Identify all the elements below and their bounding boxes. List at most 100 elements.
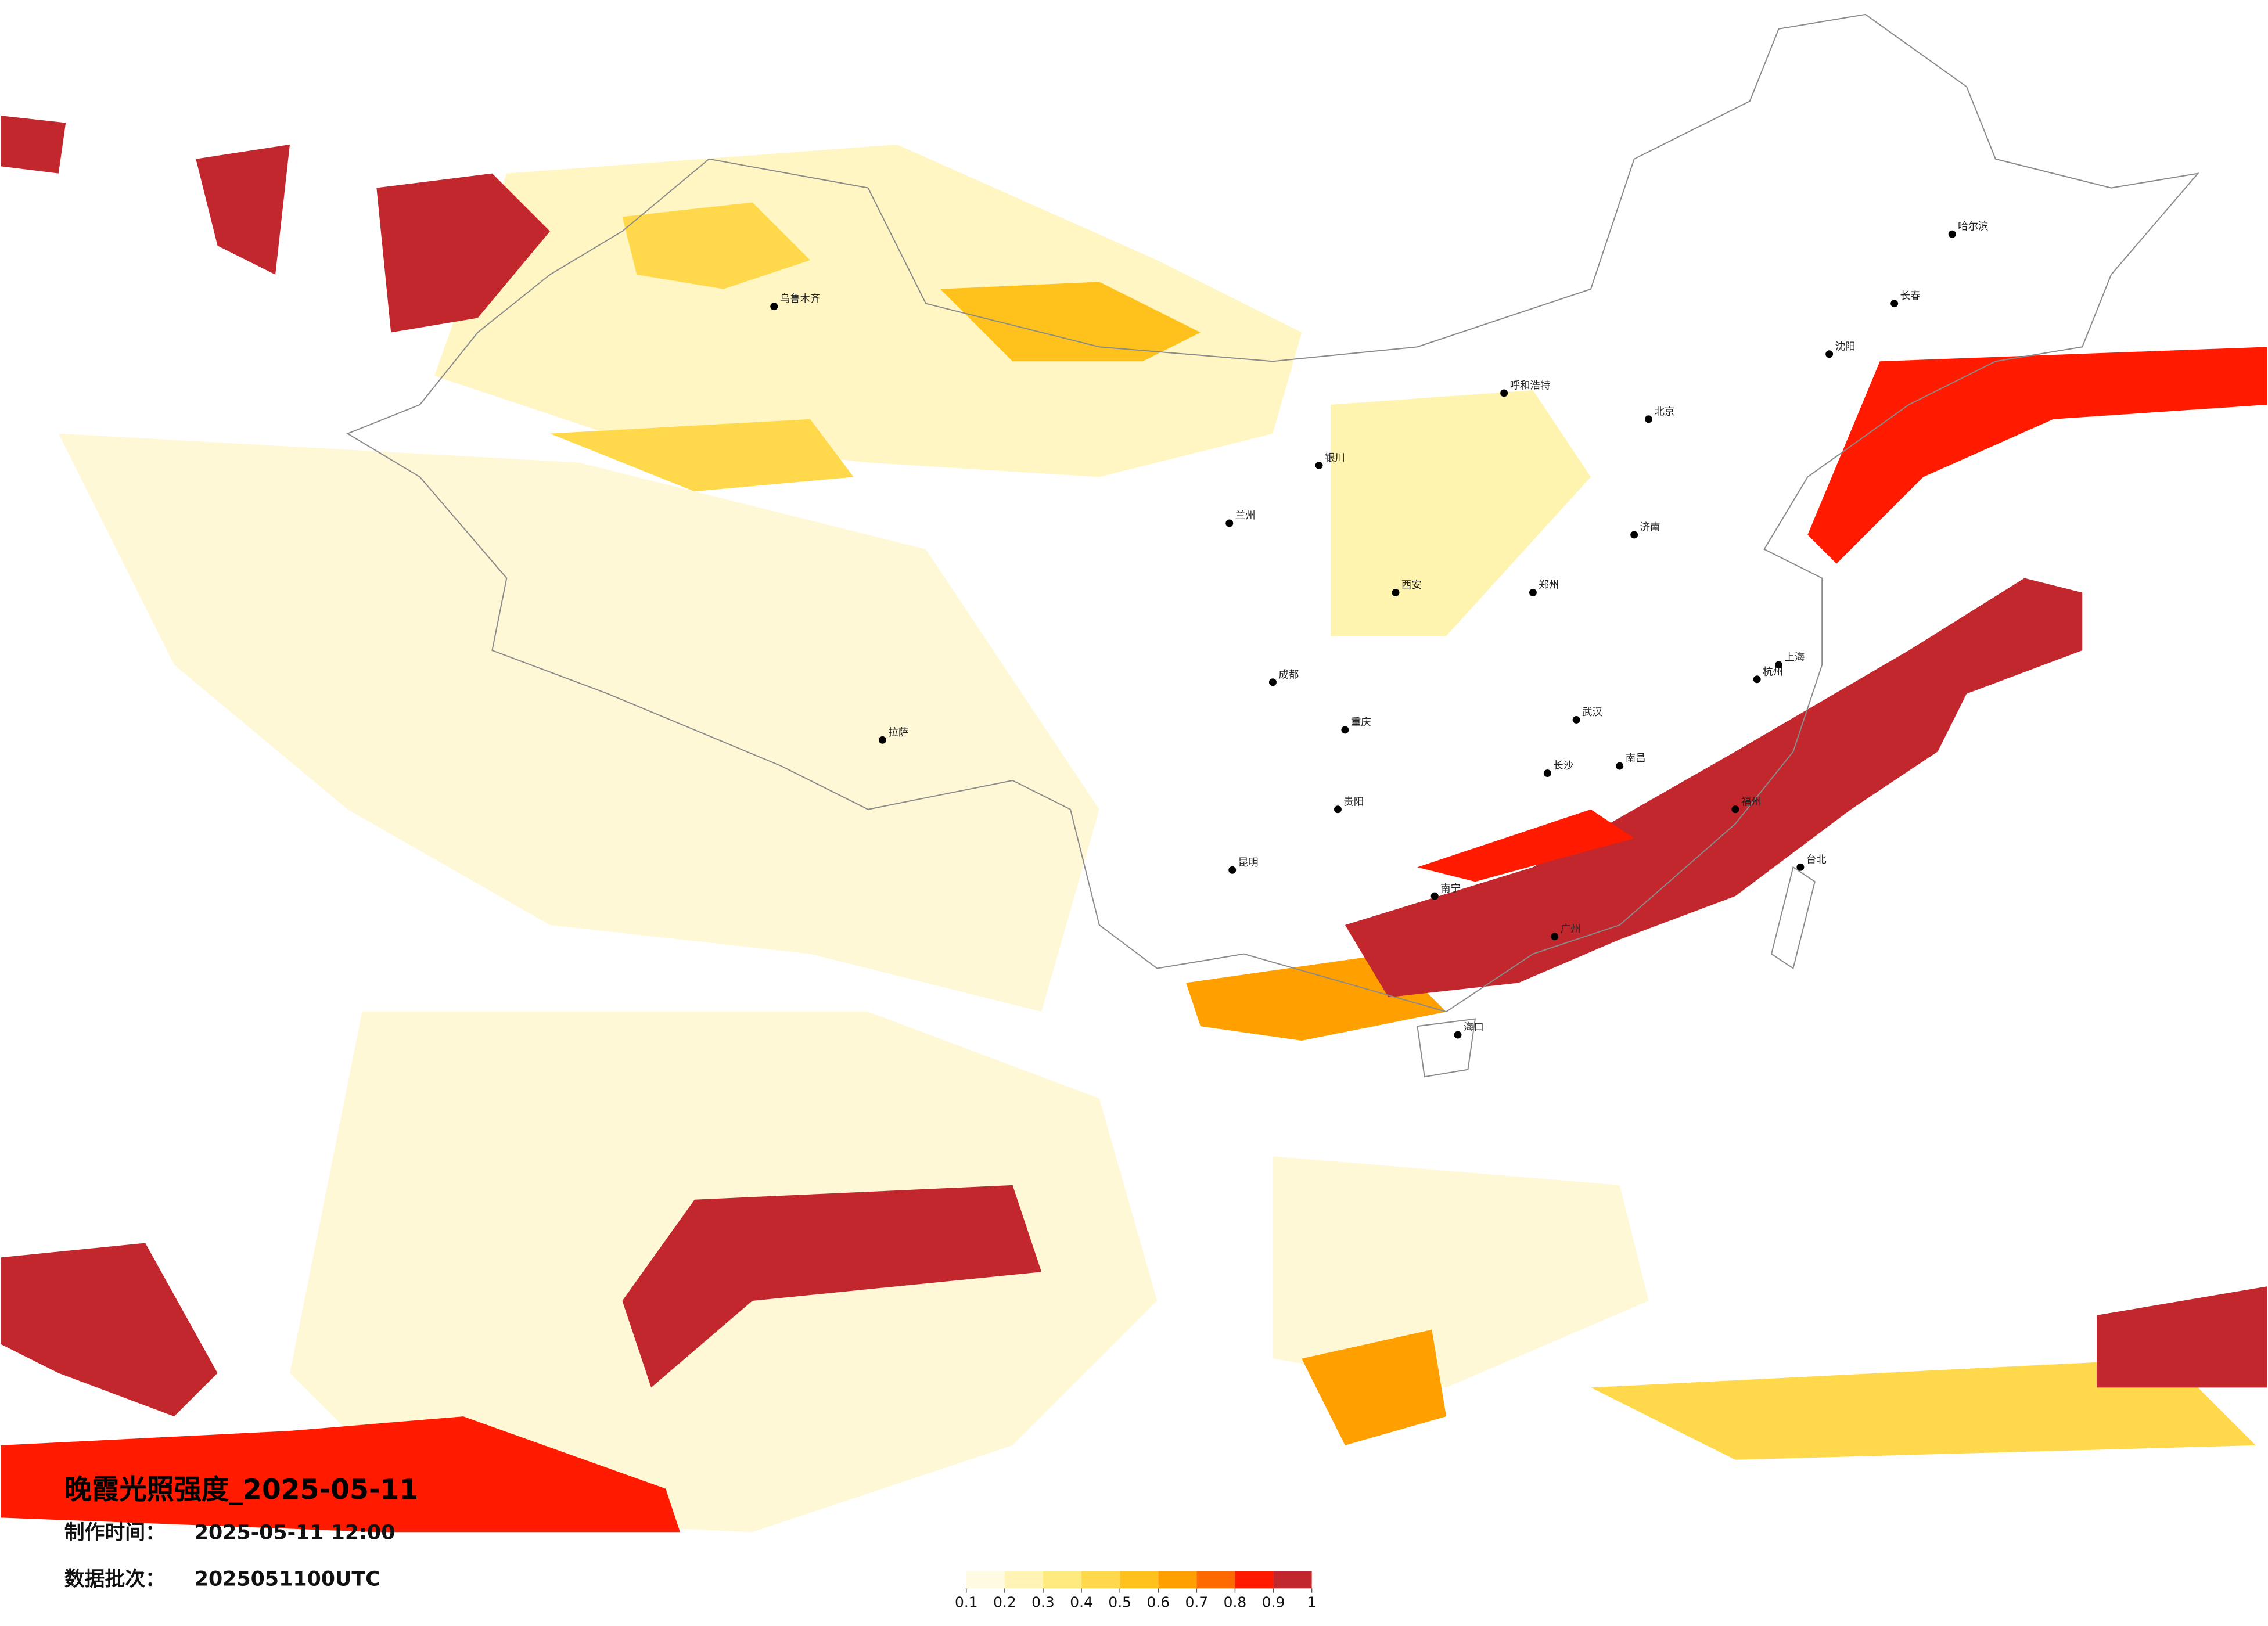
field-high (1345, 578, 2083, 998)
field-high (1807, 347, 2267, 564)
city-dot (1731, 805, 1739, 814)
city-label: 贵阳 (1343, 796, 1364, 808)
city-dot (1430, 892, 1439, 900)
legend-tick-label: 0.9 (1262, 1594, 1285, 1611)
legend-swatch (1235, 1571, 1274, 1589)
city-label: 西安 (1401, 580, 1422, 591)
city-dot (1630, 531, 1638, 539)
field-low (434, 144, 1302, 477)
field-low (1330, 390, 1591, 636)
legend-swatch (1196, 1571, 1235, 1589)
legend-tick-label: 0.1 (955, 1594, 978, 1611)
city-label: 重庆 (1351, 717, 1371, 728)
taiwan-border (1770, 866, 1816, 970)
legend-swatch (1081, 1571, 1120, 1589)
city-label: 哈尔滨 (1958, 221, 1988, 233)
city-label: 上海 (1785, 652, 1805, 663)
field-high (622, 1185, 1042, 1388)
legend-swatch (966, 1571, 1005, 1589)
city-dot (1268, 678, 1277, 686)
city-label: 拉萨 (888, 727, 908, 739)
legend-swatch (1273, 1571, 1312, 1589)
city-dot (1645, 415, 1653, 423)
legend-swatch (1158, 1571, 1197, 1589)
city-label: 昆明 (1238, 857, 1259, 869)
legend: 0.1 0.2 0.3 0.4 0.5 0.6 0.7 0.8 0.9 1 (955, 1571, 1317, 1611)
city-dot (1392, 588, 1400, 596)
city-dot (1454, 1031, 1462, 1039)
legend-tick-label: 0.5 (1108, 1594, 1131, 1611)
field-high (1, 1243, 218, 1417)
hainan-border (1417, 1018, 1476, 1078)
field-high (1417, 809, 1634, 882)
city-dot (1890, 300, 1899, 308)
city-dot (1753, 675, 1761, 684)
legend-tick-label: 0.6 (1146, 1594, 1170, 1611)
legend-tick-label: 0.2 (993, 1594, 1016, 1611)
city-label: 海口 (1464, 1022, 1484, 1034)
city-label: 银川 (1325, 452, 1345, 464)
city-dot (1529, 588, 1537, 596)
city-label: 长春 (1900, 290, 1921, 302)
city-label: 广州 (1561, 923, 1581, 935)
city-dot (770, 303, 778, 311)
field-low (1273, 1156, 1649, 1388)
city-label: 武汉 (1582, 707, 1602, 718)
city-label: 沈阳 (1835, 341, 1856, 352)
production-time-value: 2025-05-11 12:00 (195, 1521, 396, 1545)
map-title: 晚霞光照强度_2025-05-11 (64, 1474, 419, 1506)
city-label: 南宁 (1440, 883, 1461, 895)
city-dot (1572, 715, 1580, 724)
city-label: 台北 (1806, 854, 1827, 866)
field-high (376, 173, 550, 333)
city-label: 济南 (1640, 521, 1660, 533)
city-dot (1341, 726, 1349, 734)
city-dot (1315, 461, 1323, 469)
city-label: 杭州 (1763, 666, 1783, 678)
legend-swatch (1043, 1571, 1082, 1589)
city-dot (1796, 863, 1805, 871)
field-high (2097, 1286, 2267, 1388)
city-label: 长沙 (1553, 760, 1573, 772)
city-label: 南昌 (1626, 753, 1646, 765)
city-label: 北京 (1655, 406, 1675, 418)
field-high (196, 144, 290, 275)
city-dot (1500, 389, 1508, 397)
city-dot (1334, 805, 1342, 814)
field-mid (549, 419, 854, 492)
city-dot (1775, 661, 1783, 669)
legend-tick-label: 1 (1307, 1594, 1317, 1611)
legend-tick-label: 0.7 (1185, 1594, 1209, 1611)
field-mid (1302, 1329, 1447, 1445)
city-label: 呼和浩特 (1510, 380, 1551, 392)
legend-swatch (1120, 1571, 1159, 1589)
city-dot (1228, 866, 1237, 874)
legend-tick-label: 0.8 (1224, 1594, 1247, 1611)
city-label: 福州 (1741, 796, 1762, 808)
national-border (346, 13, 2199, 1013)
data-batch-value: 2025051100UTC (195, 1567, 380, 1591)
borders (346, 13, 2199, 1078)
city-label: 成都 (1278, 669, 1299, 681)
legend-tick-label: 0.4 (1070, 1594, 1093, 1611)
field-low (58, 433, 1099, 1012)
field-high (1, 116, 66, 174)
city-dot (1225, 519, 1234, 527)
field-mid (1590, 1358, 2256, 1460)
city-label: 兰州 (1235, 510, 1256, 522)
city-dot (1551, 933, 1559, 941)
data-batch-label: 数据批次： (64, 1567, 166, 1591)
city-dot (1616, 762, 1624, 770)
production-time-label: 制作时间： (64, 1521, 166, 1545)
city-label: 乌鲁木齐 (780, 293, 821, 305)
city-label: 郑州 (1539, 580, 1559, 591)
city-dot (1825, 350, 1834, 358)
city-dot (1543, 769, 1551, 778)
field-mid (622, 202, 810, 289)
city-dot (878, 736, 886, 744)
field-high (1, 1416, 680, 1533)
legend-swatch (1004, 1571, 1043, 1589)
